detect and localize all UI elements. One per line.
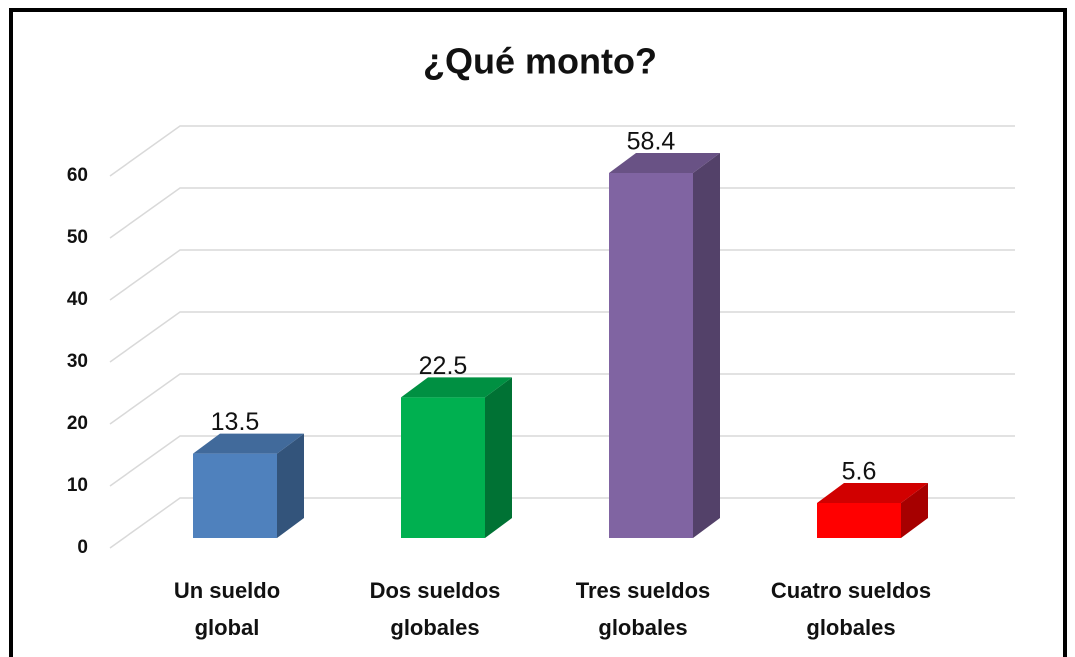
y-tick-label: 40	[67, 289, 88, 310]
grid-line	[109, 435, 1015, 487]
grid-line	[109, 125, 1015, 177]
frame	[9, 8, 1067, 657]
chart-title: ¿Qué monto?	[423, 41, 657, 82]
bar-top	[193, 433, 304, 454]
value-label: 5.6	[842, 458, 877, 486]
grid-line	[109, 373, 1015, 425]
bar-side	[277, 433, 304, 538]
y-tick-label: 20	[67, 413, 88, 434]
bar	[401, 397, 485, 538]
bar-side	[485, 377, 512, 538]
y-tick-label: 0	[77, 537, 88, 558]
bar-top	[609, 153, 720, 173]
x-tick-label: Tres sueldos globales	[575, 578, 711, 640]
x-tick-label: Cuatro sueldos globales	[770, 578, 932, 640]
grid-line	[109, 311, 1015, 363]
bar	[817, 503, 901, 538]
y-tick-label: 10	[67, 475, 88, 496]
value-label: 22.5	[419, 352, 468, 380]
bar	[609, 173, 693, 538]
bar-side	[901, 483, 928, 538]
grid-line	[109, 497, 1015, 549]
x-tick-label: Un sueldo global	[173, 578, 281, 640]
y-tick-label: 30	[67, 351, 88, 372]
bar-top	[401, 377, 512, 398]
value-label: 58.4	[627, 128, 676, 156]
bar-side	[693, 153, 720, 538]
x-tick-label: Dos sueldos globales	[369, 578, 501, 640]
grid-line	[109, 187, 1015, 239]
value-label: 13.5	[211, 408, 260, 436]
bar-top	[817, 483, 928, 503]
grid-line	[109, 249, 1015, 301]
y-tick-label: 50	[67, 227, 88, 248]
y-tick-label: 60	[67, 165, 88, 186]
bar	[193, 453, 277, 538]
